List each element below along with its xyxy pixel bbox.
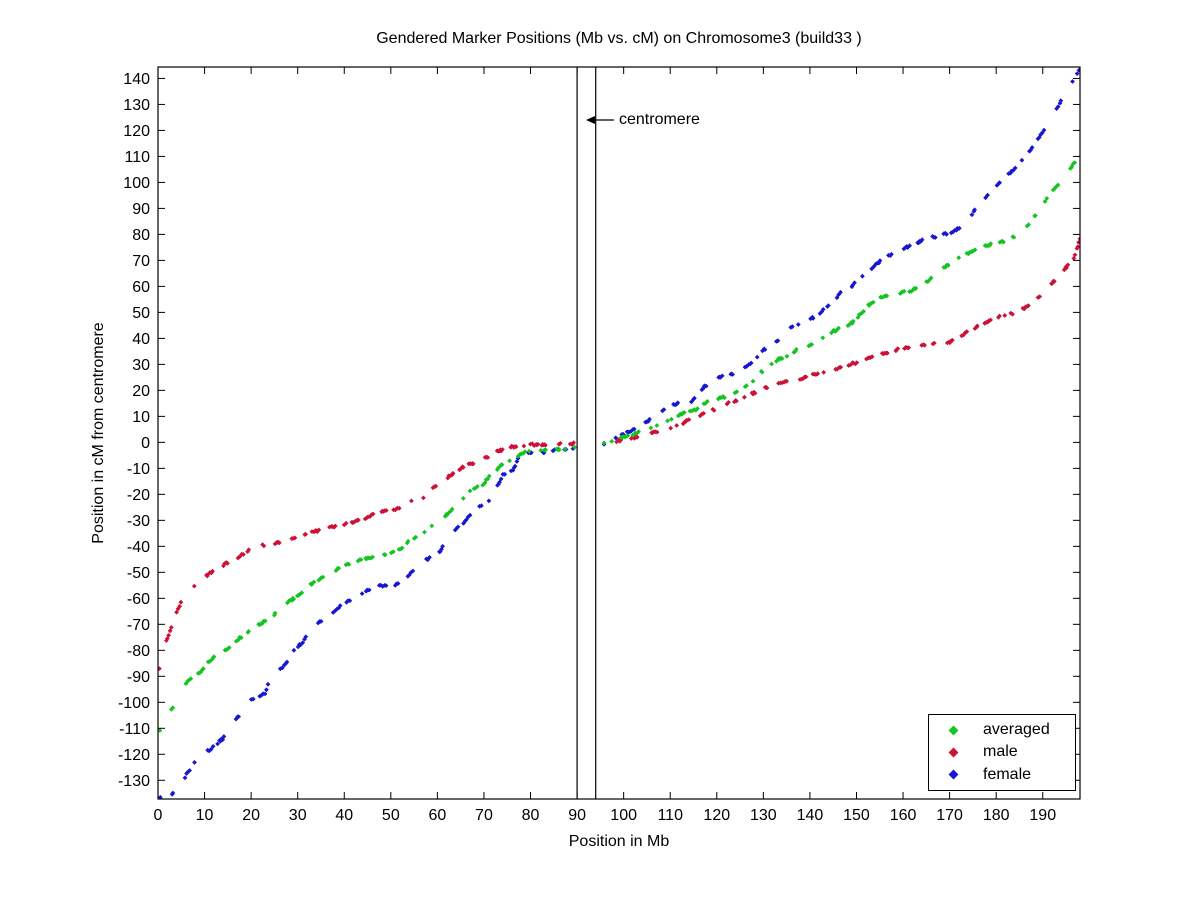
x-tick-label: 150 [843,807,870,824]
y-tick-label: -20 [127,487,150,504]
y-tick-label: 140 [123,71,150,88]
y-tick-label: 10 [132,409,150,426]
x-tick-label: 100 [610,807,637,824]
x-tick-label: 180 [983,807,1010,824]
y-tick-label: 70 [132,253,150,270]
x-tick-label: 130 [750,807,777,824]
y-tick-label: -90 [127,669,150,686]
x-axis-label: Position in Mb [568,833,670,850]
legend-label: female [983,765,1032,783]
y-tick-label: 30 [132,357,150,374]
y-tick-label: -30 [127,513,150,530]
x-tick-label: 110 [657,807,683,824]
y-tick-label: 130 [123,97,150,114]
y-tick-label: 90 [132,201,150,218]
y-tick-label: 50 [132,305,150,322]
legend-marker-averaged-icon [948,725,959,736]
y-tick-label: -110 [119,721,150,738]
x-tick-label: 90 [568,807,586,824]
legend-marker-male-icon [948,747,959,758]
y-tick-label: -40 [127,539,150,556]
legend-item-female: female [929,764,1075,786]
y-tick-label: 100 [123,175,150,192]
legend-label: male [983,743,1018,761]
left-arrow-head-icon [586,116,595,124]
legend-label: averaged [983,721,1050,739]
legend-item-male: male [929,741,1075,763]
series-points-averaged [158,160,1078,733]
x-tick-label: 120 [703,807,730,824]
x-tick-label: 10 [196,807,214,824]
y-tick-label: -70 [127,617,150,634]
x-tick-label: 0 [154,807,163,824]
x-tick-label: 30 [289,807,307,824]
x-tick-label: 80 [522,807,540,824]
legend-item-averaged: averaged [929,719,1075,741]
data-points [158,67,1080,799]
y-tick-label: -130 [118,773,150,790]
y-tick-label: 110 [124,149,150,166]
x-tick-label: 190 [1029,807,1056,824]
x-tick-label: 70 [475,807,493,824]
x-tick-label: 160 [890,807,917,824]
y-tick-label: 120 [123,123,150,140]
y-axis-label-text: Position in cM from centromere [90,322,107,544]
legend-marker-female-icon [948,769,959,780]
x-tick-label: 170 [936,807,963,824]
x-tick-label: 60 [428,807,446,824]
x-tick-label: 50 [382,807,400,824]
y-tick-label: 0 [141,435,150,452]
y-tick-label: -50 [127,565,150,582]
series-points-female [158,67,1080,799]
centromere-annotation: centromere [619,111,700,128]
y-tick-label: 20 [132,383,150,400]
y-tick-label: 60 [132,279,150,296]
y-tick-label: 80 [132,227,150,244]
x-tick-label: 40 [335,807,353,824]
y-tick-label: -100 [118,695,150,712]
x-tick-label: 140 [797,807,824,824]
legend: averaged male female [928,714,1076,791]
y-tick-label: 40 [132,331,150,348]
y-tick-label: -120 [118,747,150,764]
series-points-male [158,236,1080,671]
y-tick-label: -10 [127,461,150,478]
y-tick-label: -80 [127,643,150,660]
chart-title: Gendered Marker Positions (Mb vs. cM) on… [376,30,862,47]
y-tick-label: -60 [127,591,150,608]
x-tick-label: 20 [242,807,260,824]
plot-border [157,66,1081,800]
